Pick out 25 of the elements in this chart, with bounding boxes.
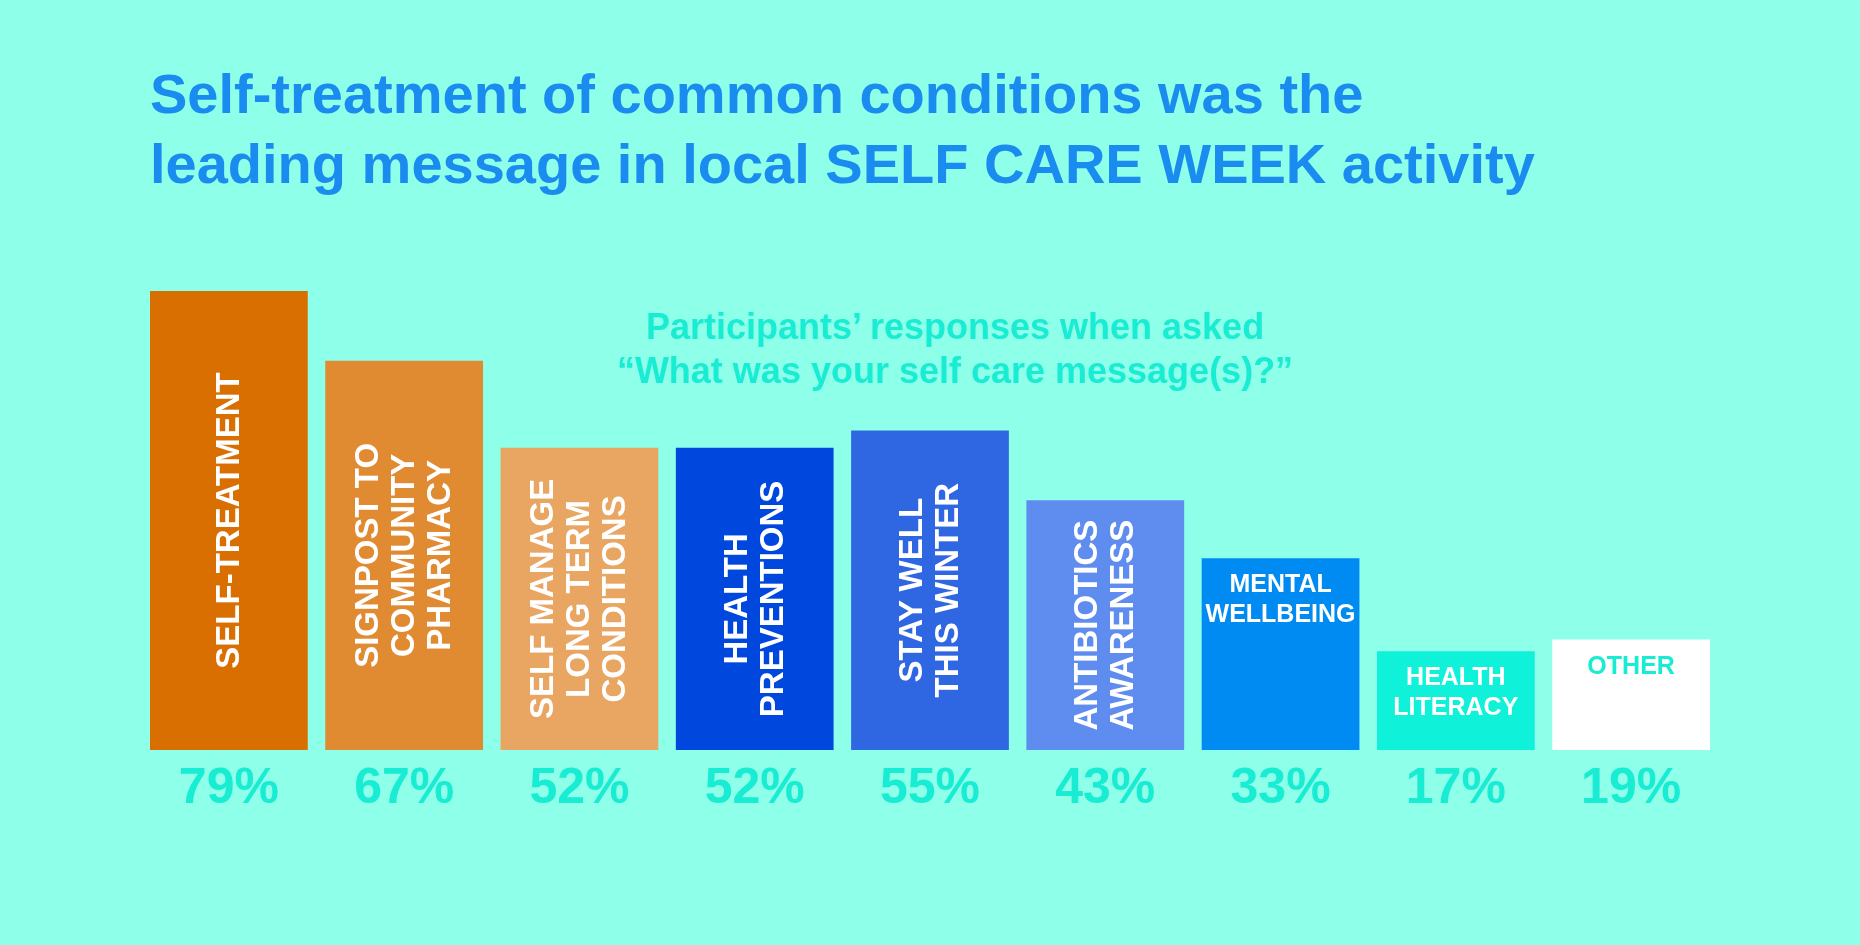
x-tick-label: STAY WELL THIS WINTER [892, 482, 965, 698]
bar [675, 447, 834, 750]
data-label: 52% [704, 758, 805, 814]
x-tick-label: OTHER [1587, 650, 1675, 679]
data-label: 43% [1055, 758, 1156, 814]
data-label: 17% [1405, 758, 1506, 814]
x-tick-label: HEALTH PREVENTIONS [716, 480, 790, 718]
text: Participants’ responses when asked “What was your self care message(s)?” [616, 306, 1294, 391]
x-tick-label: SELF-TREATMENT [208, 372, 246, 669]
data-label: 33% [1230, 758, 1331, 814]
bar [1201, 558, 1360, 750]
x-tick-label: ANTIBIOTICS AWARENESS [1067, 519, 1141, 731]
x-tick-label: SELF MANAGE LONG TERM CONDITIONS [523, 478, 633, 720]
chart-title: Self-treatment of common conditions was the leading message in local SELF CARE WEEK activity [150, 62, 1535, 195]
data-label: 52% [529, 758, 630, 814]
data-label: 19% [1581, 758, 1682, 814]
bar [1552, 639, 1710, 750]
x-tick-label: SIGNPOST TO COMMUNITY PHARMACY [348, 442, 458, 668]
x-tick-label: MENTAL WELLBEING [1205, 569, 1356, 628]
bar [851, 430, 1009, 750]
x-tick-label: HEALTH LITERACY [1393, 662, 1519, 721]
data-label: 79% [178, 758, 279, 814]
data-label: 55% [879, 758, 981, 814]
bar [150, 291, 308, 750]
data-label: 67% [354, 758, 455, 814]
